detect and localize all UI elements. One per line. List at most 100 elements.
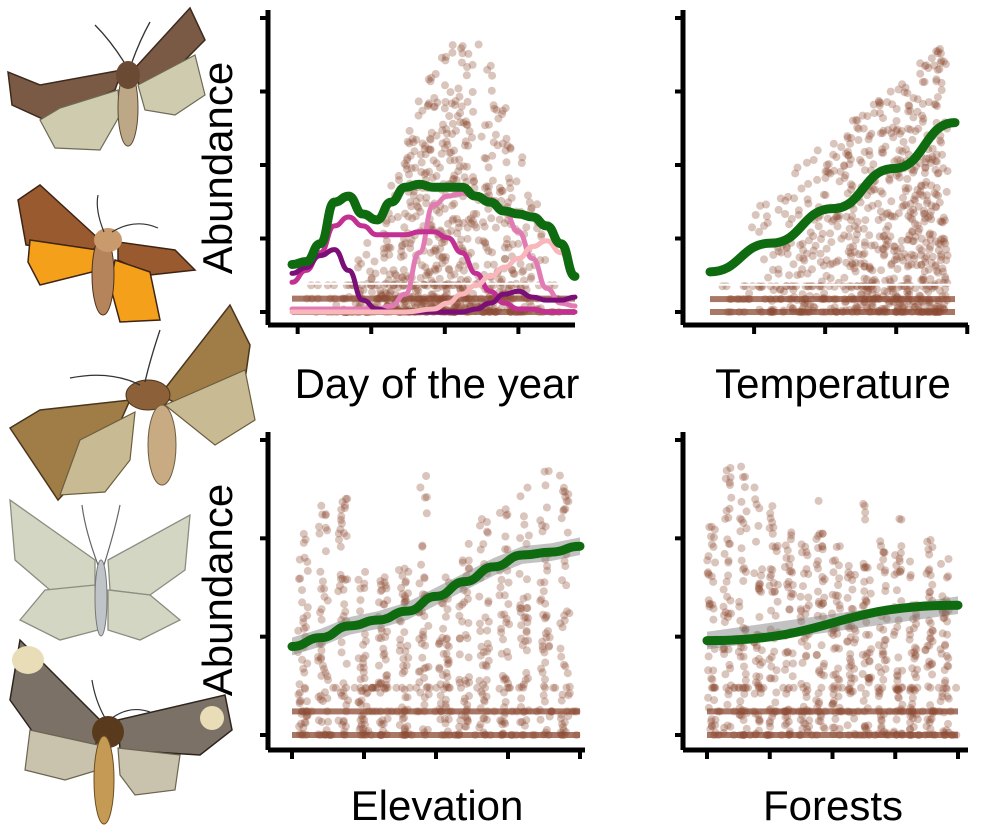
scatter-point <box>895 557 904 566</box>
scatter-point <box>820 593 829 602</box>
scatter-point <box>354 654 363 663</box>
scatter-point <box>721 474 730 483</box>
scatter-point <box>857 158 866 167</box>
scatter-point <box>517 682 526 691</box>
scatter-point <box>914 227 923 236</box>
scatter-point <box>917 260 926 269</box>
scatter-point <box>926 634 934 643</box>
scatter-point <box>472 223 481 232</box>
scatter-point <box>435 639 444 648</box>
dense-row <box>710 309 955 315</box>
scatter-point <box>455 722 464 731</box>
scatter-point <box>864 287 873 296</box>
scatter-point <box>842 212 851 221</box>
scatter-point <box>737 462 746 471</box>
scatter-point <box>797 617 806 626</box>
scatter-point <box>737 497 746 506</box>
scatter-point <box>925 718 934 727</box>
scatter-point <box>801 610 810 619</box>
scatter-point <box>826 229 835 238</box>
scatter-point <box>538 668 547 677</box>
scatter-point <box>894 693 903 702</box>
scatter-point <box>376 718 384 727</box>
scatter-point <box>452 176 461 185</box>
scatter-point <box>782 659 791 668</box>
scatter-point <box>928 144 937 153</box>
scatter-point <box>784 717 793 726</box>
scatter-point <box>770 587 779 596</box>
scatter-point <box>355 725 364 734</box>
scatter-point <box>432 131 441 140</box>
scatter-point <box>831 670 840 679</box>
scatter-point <box>389 281 398 290</box>
scatter-point <box>381 581 390 590</box>
scatter-point <box>413 299 422 308</box>
scatter-point <box>867 129 876 138</box>
scatter-point <box>400 713 409 722</box>
scatter-point <box>781 541 790 550</box>
scatter-point <box>750 483 759 492</box>
scatter-point <box>912 610 921 619</box>
scatter-point <box>413 284 422 293</box>
scatter-point <box>504 683 513 692</box>
scatter-point <box>885 275 894 284</box>
scatter-point <box>880 636 889 645</box>
scatter-point <box>450 101 459 109</box>
scatter-point <box>926 242 935 251</box>
scatter-point <box>937 86 946 95</box>
scatter-point <box>405 683 414 692</box>
scatter-point <box>830 644 839 653</box>
scatter-point <box>876 623 884 632</box>
scatter-point <box>320 665 328 674</box>
scatter-point <box>921 214 930 223</box>
scatter-point <box>436 244 445 253</box>
scatter-point <box>723 592 732 601</box>
scatter-point <box>376 679 385 688</box>
scatter-point <box>423 682 432 691</box>
scatter-point <box>805 716 814 725</box>
scatter-point <box>359 654 368 663</box>
scatter-point <box>846 262 855 271</box>
scatter-point <box>500 219 509 228</box>
scatter-point <box>923 662 932 671</box>
scatter-point <box>881 276 890 285</box>
overall-fit-line <box>702 600 963 646</box>
scatter-point <box>828 259 837 268</box>
scatter-point <box>380 600 389 609</box>
scatter-point <box>836 604 844 613</box>
scatter-point <box>879 555 888 564</box>
scatter-point <box>482 518 491 526</box>
scatter-point <box>517 604 526 613</box>
scatter-point <box>420 664 429 673</box>
scatter-point <box>862 630 871 639</box>
overall-fit-line <box>705 118 960 277</box>
scatter-point <box>303 659 312 668</box>
scatter-point <box>379 720 388 728</box>
scatter-point <box>741 624 750 633</box>
scatter-point <box>813 175 822 184</box>
scatter-point <box>401 647 410 656</box>
scatter-point <box>847 622 856 631</box>
scatter-point <box>924 287 933 296</box>
scatter-point <box>844 561 853 570</box>
scatter-point <box>931 261 940 270</box>
scatter-point <box>942 652 951 660</box>
scatter-point <box>557 696 566 705</box>
scatter-point <box>895 173 904 182</box>
scatter-point <box>719 643 728 652</box>
scatter-point <box>316 695 325 704</box>
scatter-point <box>740 483 749 492</box>
scatter-point <box>852 230 861 239</box>
scatter-point <box>835 724 844 733</box>
scatter-point <box>420 281 429 290</box>
scatter-point <box>917 260 926 269</box>
scatter-point <box>941 610 950 618</box>
scatter-point <box>932 190 941 199</box>
scatter-point <box>755 227 764 236</box>
scatter-point <box>892 586 901 595</box>
scatter-point <box>931 100 940 109</box>
scatter-point <box>323 596 332 605</box>
scatter-point <box>828 217 837 226</box>
scatter-point <box>380 649 389 658</box>
scatter-point <box>400 223 409 232</box>
